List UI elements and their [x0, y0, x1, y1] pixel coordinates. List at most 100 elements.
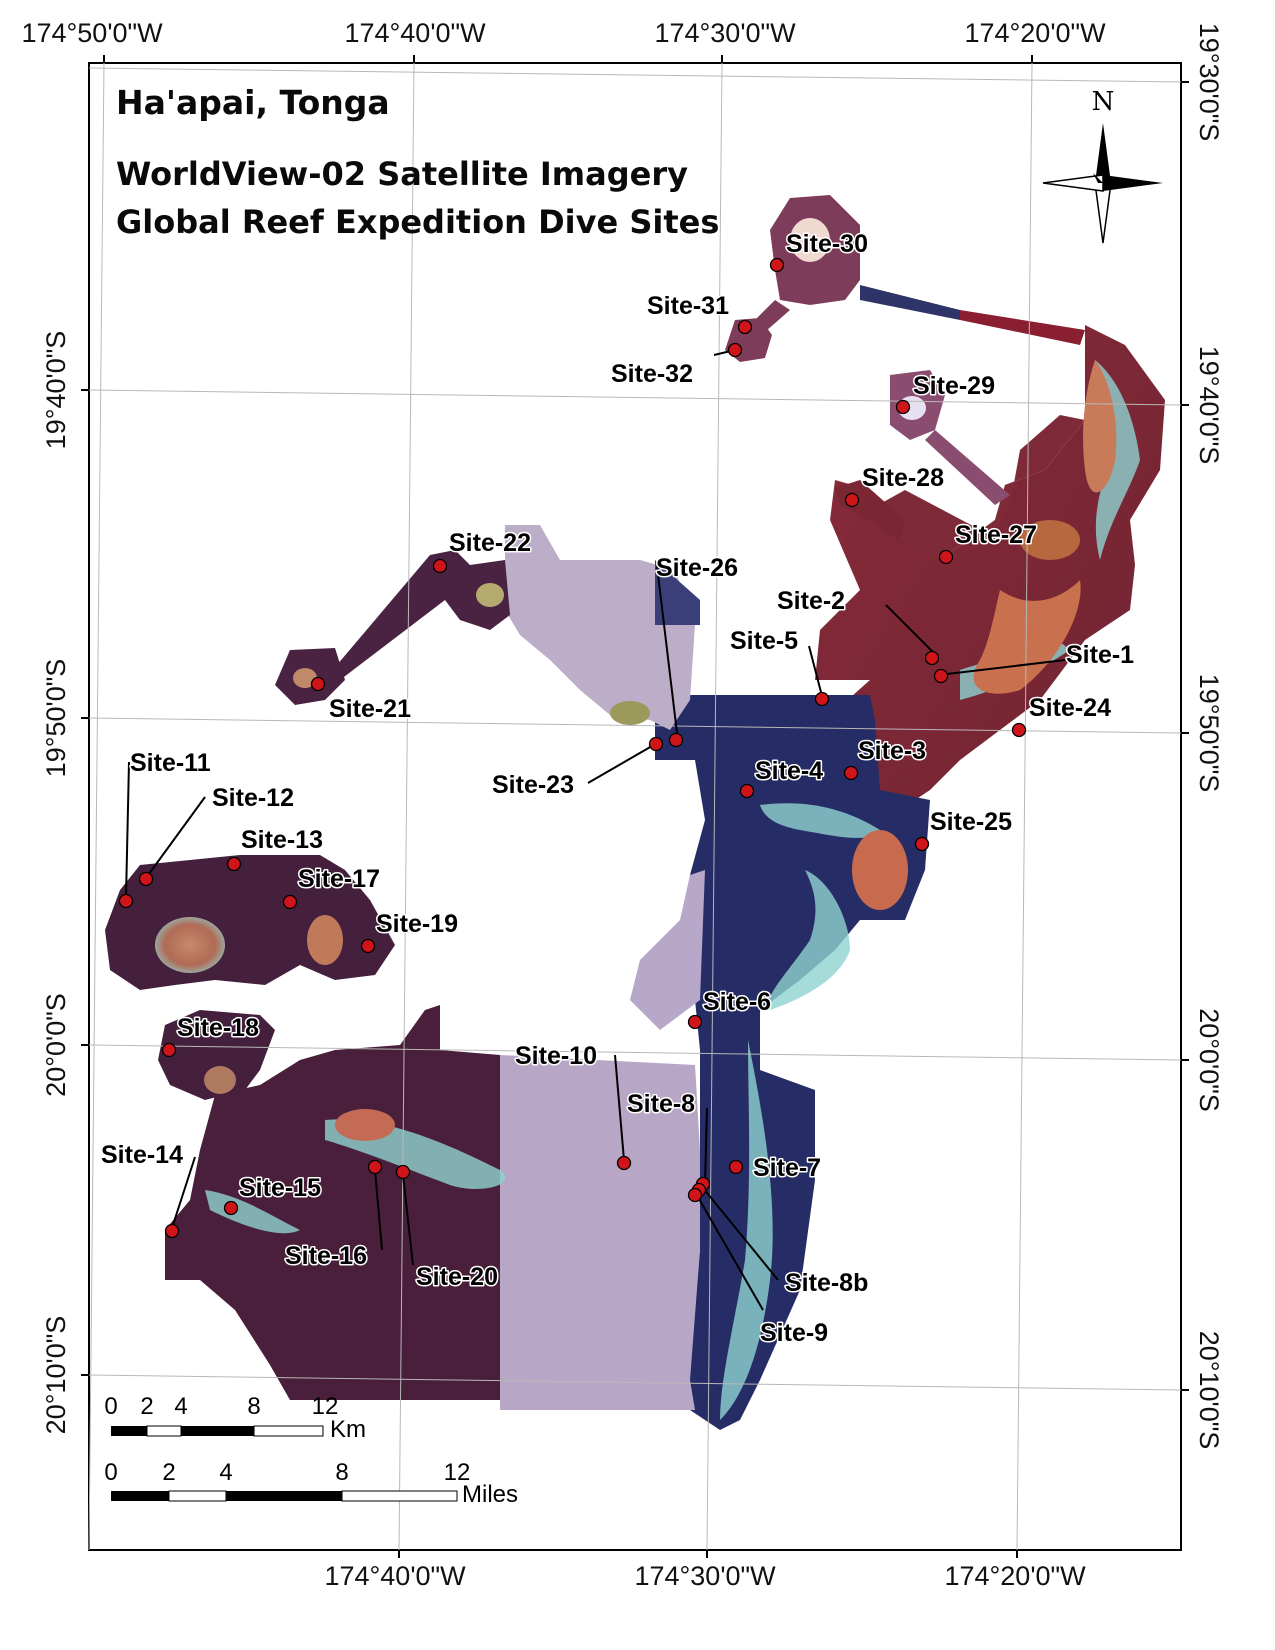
site-marker-30[interactable]	[769, 257, 785, 273]
site-marker-9[interactable]	[687, 1187, 703, 1203]
site-marker-14[interactable]	[164, 1223, 180, 1239]
scale-km-tick-4: 4	[174, 1393, 187, 1420]
site-marker-27[interactable]	[938, 549, 954, 565]
site-marker-24[interactable]	[1011, 722, 1027, 738]
map-subtitle-line1: WorldView-02 Satellite Imagery	[116, 155, 688, 193]
site-marker-10[interactable]	[616, 1155, 632, 1171]
central-lavender-imagery	[630, 870, 705, 1030]
strip-maroon	[960, 310, 1085, 345]
site-label-28: Site-28	[862, 464, 944, 492]
site-marker-11[interactable]	[118, 893, 134, 909]
site-marker-13[interactable]	[226, 856, 242, 872]
lat-label-right-2: 19°40'0"S	[1194, 346, 1224, 465]
imagery	[105, 195, 1165, 1430]
site-marker-17[interactable]	[282, 894, 298, 910]
lat-label-right-3: 19°50'0"S	[1194, 674, 1224, 793]
site-label-5: Site-5	[730, 627, 798, 655]
site-label-11: Site-11	[130, 749, 211, 777]
site-label-4: Site-4	[755, 757, 823, 785]
site-marker-7[interactable]	[728, 1159, 744, 1175]
north-lagoon-imagery	[505, 525, 695, 730]
lon-label-bottom-3: 174°30'0"W	[634, 1561, 776, 1591]
site-label-6: Site-6	[703, 988, 771, 1016]
site-marker-32[interactable]	[727, 342, 743, 358]
site-marker-20[interactable]	[395, 1164, 411, 1180]
site-marker-19[interactable]	[360, 938, 376, 954]
scale-bar-km: 0 2 4 8 12 Km	[104, 1393, 366, 1443]
lat-label-left-4: 20°0'0"S	[41, 993, 71, 1097]
site-label-27: Site-27	[955, 521, 1037, 549]
site-label-18: Site-18	[177, 1014, 259, 1042]
north-lagoon-dark	[655, 560, 700, 625]
lon-label-top-3: 174°30'0"W	[654, 18, 796, 48]
site-marker-21[interactable]	[310, 676, 326, 692]
site-marker-4[interactable]	[739, 783, 755, 799]
lat-label-right-5: 20°10'0"S	[1194, 1331, 1224, 1450]
scale-miles-tick-2: 2	[162, 1459, 175, 1486]
site-marker-16[interactable]	[367, 1159, 383, 1175]
scale-miles-tick-8: 8	[335, 1459, 348, 1486]
eastern-reef-imagery	[790, 325, 1165, 910]
site-label-9: Site-9	[760, 1319, 828, 1347]
site-label-1: Site-1	[1066, 641, 1134, 669]
site18-cluster-imagery	[158, 1010, 275, 1100]
site-label-26: Site-26	[656, 554, 738, 582]
site-marker-22[interactable]	[432, 558, 448, 574]
site-marker-6[interactable]	[687, 1014, 703, 1030]
site-marker-5[interactable]	[814, 691, 830, 707]
site-marker-3[interactable]	[843, 765, 859, 781]
site-label-8b: Site-8b	[785, 1269, 868, 1297]
scale-km-tick-2: 2	[140, 1393, 153, 1420]
site-label-3: Site-3	[858, 737, 926, 765]
scale-bar-miles: 0 2 4 8 12 Miles	[104, 1459, 518, 1508]
lon-label-top-2: 174°40'0"W	[344, 18, 486, 48]
north-arrow-icon: N	[1042, 87, 1163, 244]
scale-miles-tick-12: 12	[444, 1459, 471, 1486]
site-label-31: Site-31	[647, 292, 729, 320]
site-marker-2[interactable]	[924, 650, 940, 666]
lat-label-left-2: 19°40'0"S	[41, 331, 71, 450]
site-label-17: Site-17	[298, 865, 380, 893]
site-marker-12[interactable]	[138, 871, 154, 887]
north-label: N	[1092, 87, 1115, 117]
north-arm-imagery	[860, 415, 1085, 560]
site-label-16: Site-16	[285, 1242, 367, 1270]
site-marker-25[interactable]	[914, 836, 930, 852]
lon-label-bottom-4: 174°20'0"W	[944, 1561, 1086, 1591]
site-label-21: Site-21	[329, 695, 411, 723]
site-label-2: Site-2	[777, 587, 845, 615]
scale-miles-tick-4: 4	[219, 1459, 232, 1486]
lat-label-left-3: 19°50'0"S	[41, 659, 71, 778]
scale-km-tick-12: 12	[312, 1393, 339, 1420]
site-label-22: Site-22	[449, 529, 531, 557]
site-label-13: Site-13	[241, 826, 323, 854]
site-label-25: Site-25	[930, 808, 1012, 836]
site-labels: Site-1 Site-2 Site-3 Site-4 Site-5 Site-…	[100, 229, 1136, 1349]
site-label-12: Site-12	[212, 784, 294, 812]
scale-km-tick-8: 8	[247, 1393, 260, 1420]
site-label-29: Site-29	[913, 372, 995, 400]
site-marker-15[interactable]	[223, 1200, 239, 1216]
site-label-32: Site-32	[611, 360, 693, 388]
site-marker-23[interactable]	[648, 736, 664, 752]
site-label-23: Site-23	[492, 771, 574, 799]
leader-lines	[125, 349, 1066, 1311]
site-label-7: Site-7	[753, 1154, 821, 1182]
site-marker-28[interactable]	[844, 492, 860, 508]
islands	[155, 218, 1117, 1141]
lat-label-right-4: 20°0'0"S	[1194, 1008, 1224, 1112]
site-label-14: Site-14	[101, 1141, 183, 1169]
site-marker-18[interactable]	[161, 1042, 177, 1058]
site-marker-29[interactable]	[895, 399, 911, 415]
site22-arm-imagery	[320, 550, 510, 685]
site-label-24: Site-24	[1029, 694, 1111, 722]
site-markers	[118, 257, 1027, 1239]
site-label-8: Site-8	[627, 1090, 695, 1118]
site-label-10: Site-10	[515, 1042, 597, 1070]
lon-label-top-1: 174°50'0"W	[21, 18, 163, 48]
site-marker-1[interactable]	[933, 668, 949, 684]
site-marker-31[interactable]	[737, 319, 753, 335]
site-marker-26[interactable]	[668, 732, 684, 748]
site-label-30: Site-30	[786, 230, 868, 258]
